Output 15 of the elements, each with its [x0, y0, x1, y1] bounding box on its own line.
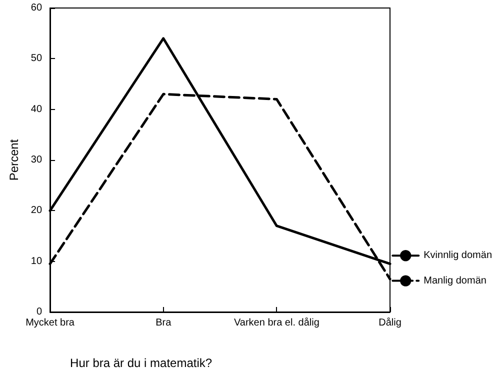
y-tick-label: 0	[36, 306, 42, 318]
y-tick-label: 60	[30, 2, 42, 14]
y-tick-label: 30	[30, 154, 42, 166]
y-axis-title: Percent	[7, 138, 21, 181]
y-tick-label: 20	[30, 205, 42, 216]
legend-label: Manlig domän	[424, 275, 486, 286]
y-tick-label: 10	[30, 256, 42, 267]
y-tick-label: 50	[30, 53, 42, 64]
x-tick-label: Mycket bra	[26, 318, 75, 328]
y-tick-label: 40	[30, 104, 42, 115]
x-tick-label: Dålig	[378, 316, 402, 328]
x-tick-label: Bra	[156, 318, 172, 328]
legend-label: Kvinnlig domän	[424, 250, 492, 262]
x-axis-title: Hur bra är du i matematik?	[70, 356, 212, 370]
x-tick-label: Varken bra el. dålig	[234, 316, 320, 328]
